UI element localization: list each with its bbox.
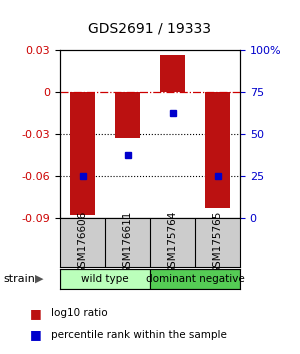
Text: GDS2691 / 19333: GDS2691 / 19333	[88, 21, 212, 35]
Text: strain: strain	[3, 274, 35, 284]
Text: ■: ■	[30, 307, 42, 320]
Bar	[70, 92, 95, 215]
Bar	[60, 269, 150, 289]
Bar	[150, 269, 240, 289]
Text: ▶: ▶	[35, 274, 43, 284]
Text: dominant negative: dominant negative	[146, 274, 244, 284]
Text: percentile rank within the sample: percentile rank within the sample	[51, 330, 227, 339]
Text: log10 ratio: log10 ratio	[51, 308, 108, 318]
Text: GSM175764: GSM175764	[167, 211, 178, 274]
Bar	[160, 55, 185, 92]
Text: GSM175765: GSM175765	[212, 211, 223, 274]
Text: wild type: wild type	[81, 274, 129, 284]
Text: GSM176611: GSM176611	[122, 211, 133, 274]
Text: ■: ■	[30, 328, 42, 341]
Bar	[205, 92, 230, 208]
Text: GSM176606: GSM176606	[77, 211, 88, 274]
Bar	[115, 92, 140, 138]
